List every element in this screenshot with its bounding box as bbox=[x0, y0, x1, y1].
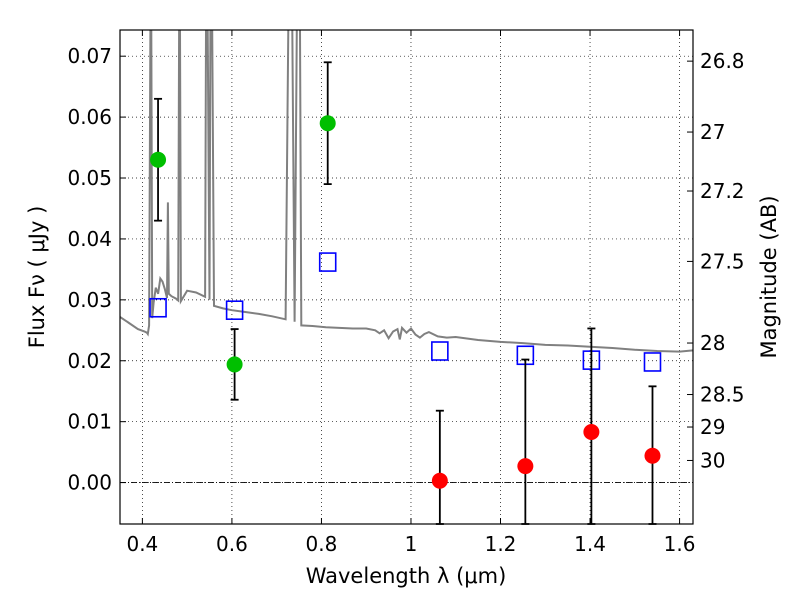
ticks: 0.4 0.6 0.8 1 1.2 1.4 1.6 0.00 0.01 0.02 0.03 0.04 0… bbox=[67, 30, 745, 556]
observed-flux-point bbox=[319, 115, 336, 132]
y2-tick-label: 28 bbox=[700, 331, 725, 355]
x-tick-label: 0.4 bbox=[126, 532, 158, 556]
y-tick-label: 0.02 bbox=[67, 349, 112, 373]
observed-flux-point bbox=[150, 151, 167, 168]
y-axis-title: Flux Fν ( μJy ) bbox=[25, 206, 49, 349]
error-bars bbox=[150, 61, 661, 525]
model-flux-square bbox=[149, 297, 167, 318]
x-tick-label: 1.4 bbox=[574, 532, 606, 556]
x-tick-label: 0.6 bbox=[216, 532, 248, 556]
y2-tick-label: 27.2 bbox=[700, 179, 745, 203]
y-tick-label: 0.06 bbox=[67, 105, 112, 129]
y2-tick-label: 28.5 bbox=[700, 383, 745, 407]
plot-frame bbox=[119, 29, 694, 525]
x-tick-label: 1.2 bbox=[485, 532, 517, 556]
x-tick-label: 1 bbox=[405, 532, 418, 556]
model-flux-square bbox=[225, 300, 244, 320]
y2-tick-label: 27.5 bbox=[700, 249, 745, 273]
y-tick-label: 0.05 bbox=[67, 166, 112, 190]
y2-tick-label: 26.8 bbox=[700, 49, 745, 73]
y-tick-label: 0.07 bbox=[67, 44, 112, 68]
model-spectrum-line bbox=[120, 30, 693, 353]
y2-tick-label: 30 bbox=[700, 448, 725, 472]
plot-area bbox=[120, 30, 693, 372]
y2-tick-label: 27 bbox=[700, 120, 725, 144]
y-tick-label: 0.04 bbox=[67, 227, 112, 251]
y-tick-label: 0.01 bbox=[67, 410, 112, 434]
observed-flux-point bbox=[644, 447, 661, 464]
x-axis-title: Wavelength λ (μm) bbox=[306, 564, 507, 588]
model-flux-square bbox=[643, 352, 662, 372]
x-tick-label: 1.6 bbox=[664, 532, 696, 556]
model-flux-square bbox=[431, 341, 449, 361]
y-tick-label: 0.00 bbox=[67, 471, 112, 495]
observed-flux-point bbox=[431, 472, 448, 489]
observed-flux-point bbox=[226, 356, 243, 373]
grid bbox=[120, 30, 693, 524]
y-tick-label: 0.03 bbox=[67, 288, 112, 312]
observed-flux-point bbox=[517, 458, 534, 475]
observed-flux-point bbox=[583, 424, 600, 441]
y2-tick-label: 29 bbox=[700, 415, 725, 439]
x-tick-label: 0.8 bbox=[306, 532, 338, 556]
model-flux-square bbox=[318, 252, 337, 272]
y2-axis-title: Magnitude (AB) bbox=[757, 195, 781, 358]
